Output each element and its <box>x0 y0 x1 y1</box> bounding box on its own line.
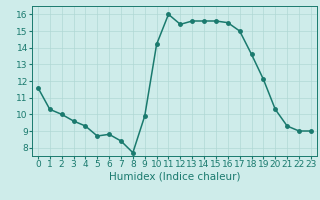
X-axis label: Humidex (Indice chaleur): Humidex (Indice chaleur) <box>109 172 240 182</box>
